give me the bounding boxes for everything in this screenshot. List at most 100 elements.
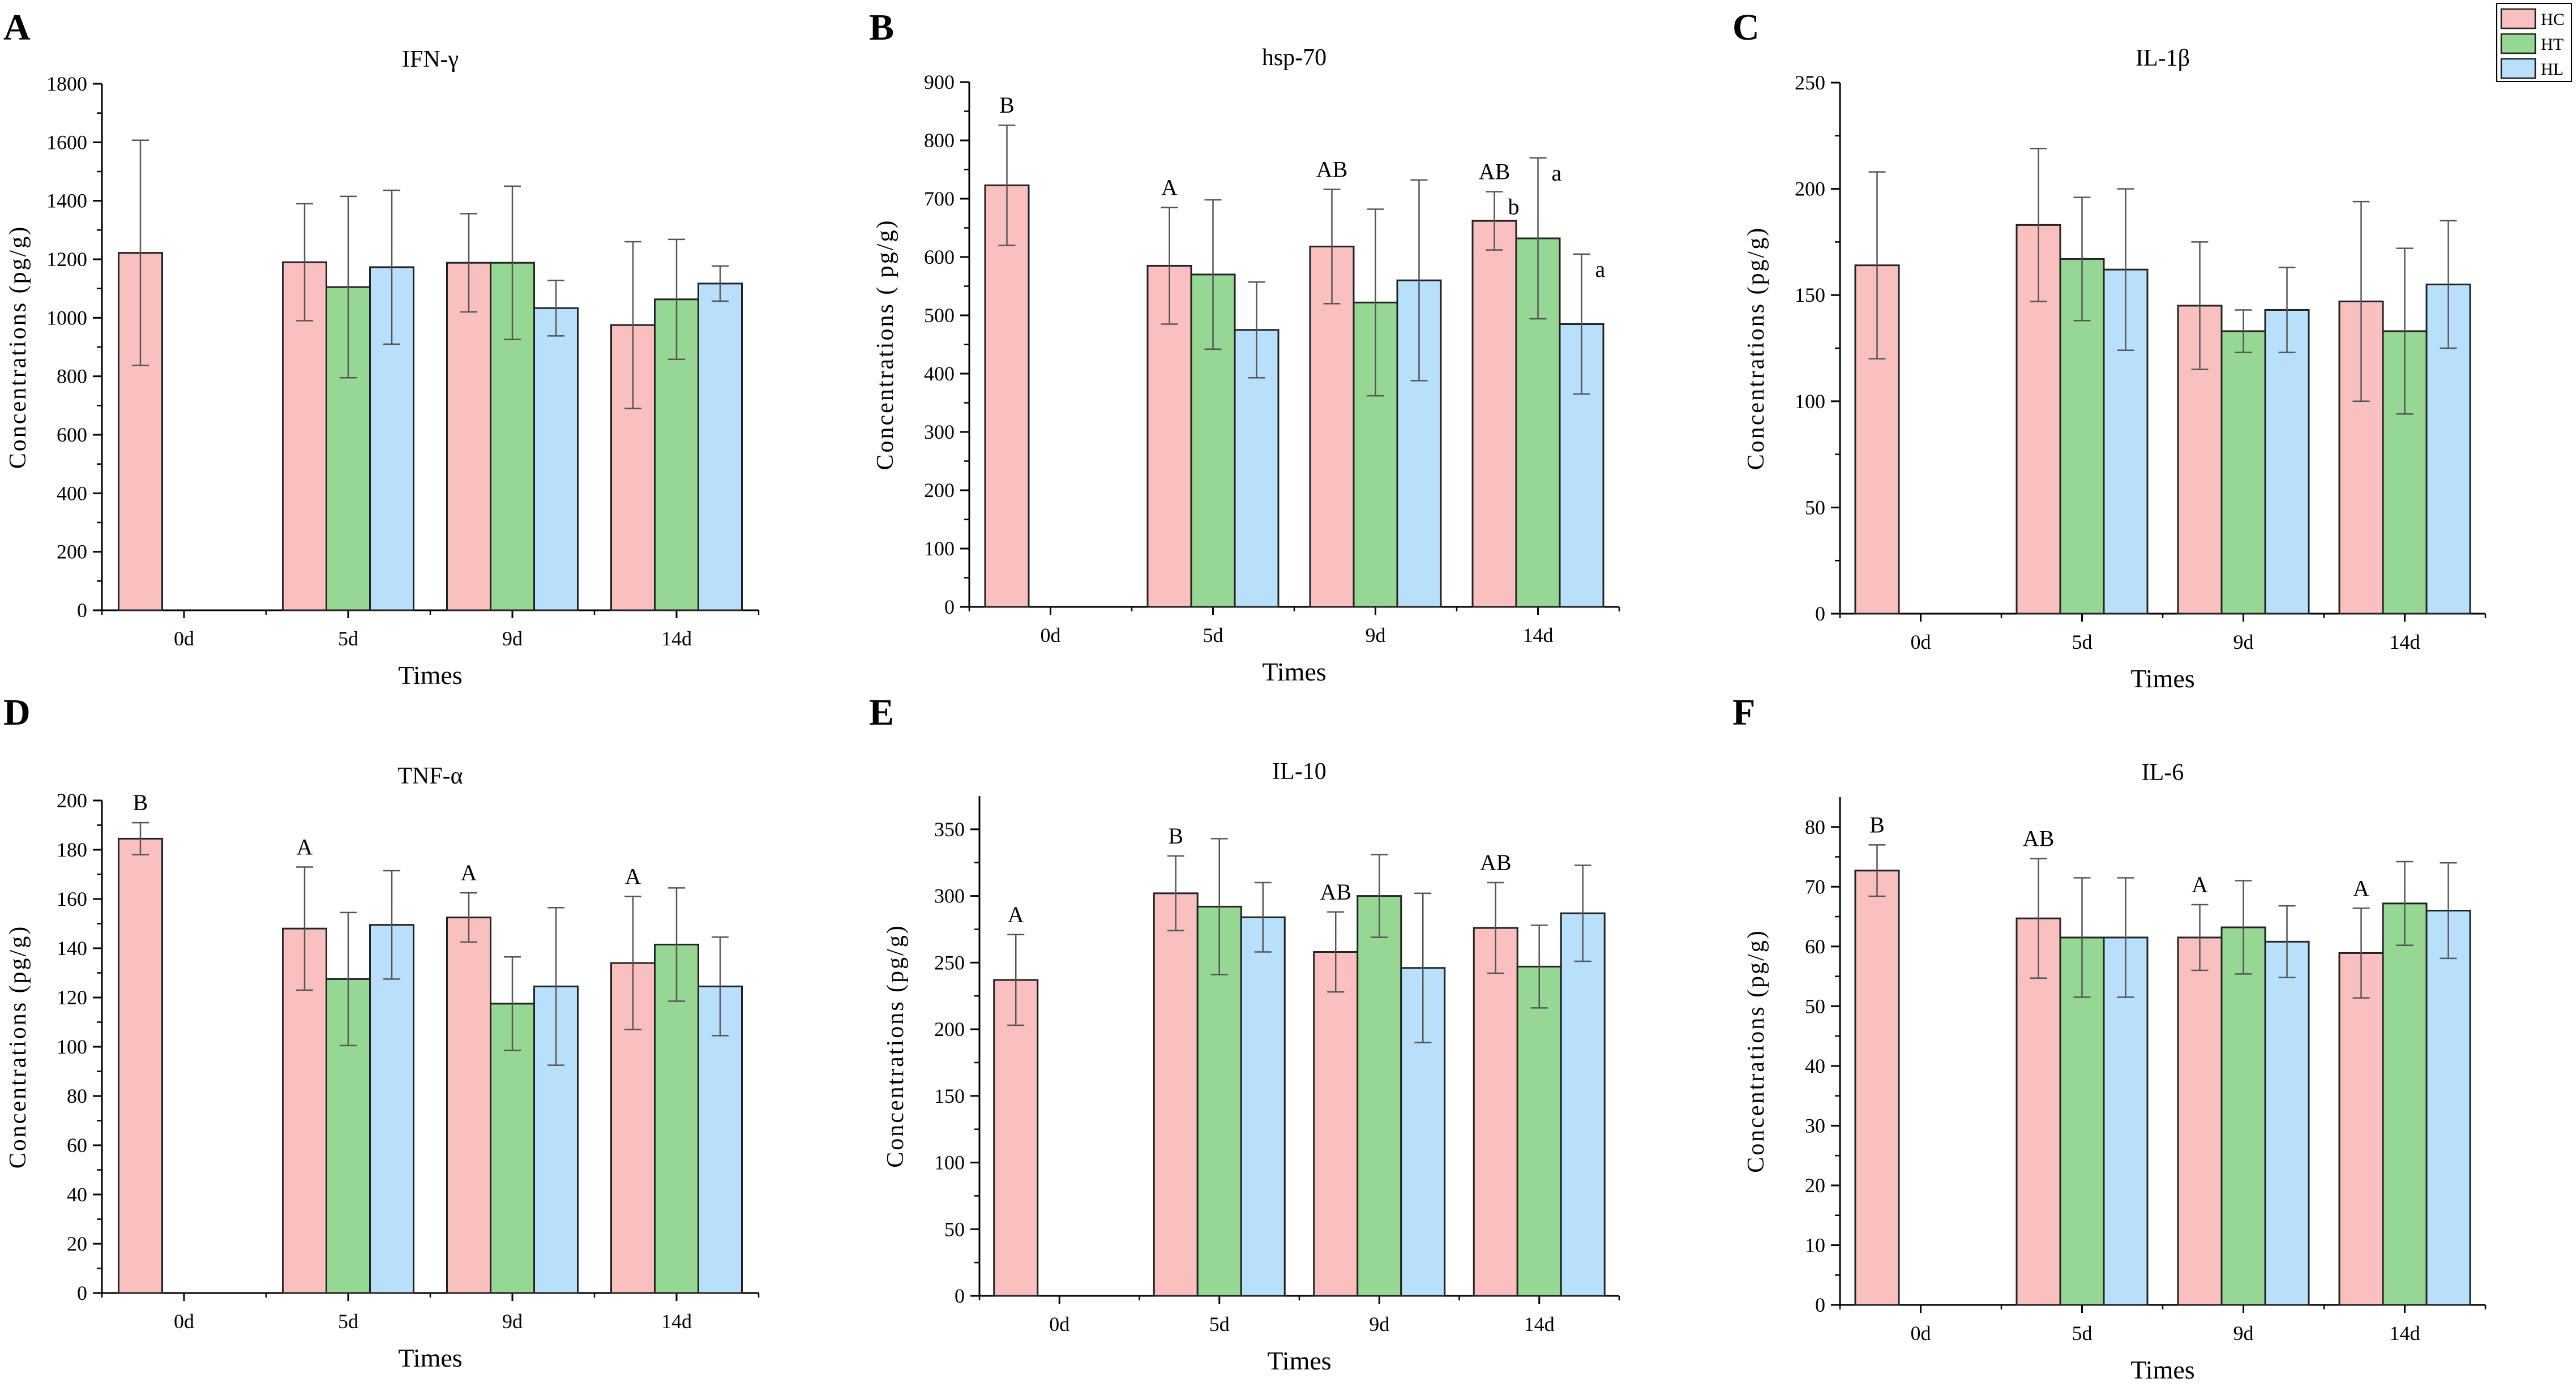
x-tick-label: 14d (1524, 1313, 1555, 1335)
x-tick-label: 0d (1049, 1313, 1069, 1335)
significance-label: AB (1320, 879, 1351, 905)
y-tick-label: 250 (934, 951, 965, 974)
legend-label-hc: HC (2541, 10, 2565, 29)
significance-label: a (1595, 256, 1606, 282)
bar-hl-5d (1240, 916, 1286, 1297)
bar-ht-5d (1190, 273, 1236, 608)
y-tick-label: 0 (77, 599, 87, 622)
y-tick-label: 600 (924, 246, 955, 268)
x-axis-label: Times (398, 661, 462, 690)
y-tick-label: 80 (1805, 816, 1825, 838)
x-tick-label: 14d (2390, 631, 2420, 653)
y-tick-label: 300 (924, 421, 955, 443)
panel-a: A 0 200 400 600 800 1000 1200 1400 1600 1800 0d 5d 9d… (3, 7, 760, 690)
bar-ht-9d (490, 1003, 535, 1294)
significance-label: A (297, 834, 313, 859)
y-tick-label: 700 (924, 187, 955, 210)
panel-letter: A (3, 7, 31, 48)
y-tick-label: 100 (924, 537, 955, 560)
x-tick-label: 9d (502, 1310, 523, 1333)
y-tick-label: 400 (57, 482, 87, 504)
x-tick-label: 5d (338, 1310, 358, 1333)
y-tick-label: 200 (1795, 178, 1825, 200)
bar-ht-9d (2220, 330, 2266, 615)
bar-hl-14d (1560, 912, 1606, 1297)
bar-hl-5d (2103, 936, 2149, 1306)
significance-label: A (2192, 872, 2208, 897)
significance-label: AB (1479, 159, 1510, 185)
significance-label: B (1168, 823, 1183, 849)
significance-label: B (133, 790, 148, 815)
y-tick-label: 100 (1795, 390, 1825, 413)
x-tick-label: 0d (174, 1310, 194, 1333)
bar-ht-9d (1357, 895, 1402, 1297)
chart-title: IL-10 (1272, 759, 1326, 785)
bar-hl-9d (2264, 940, 2310, 1306)
x-tick-label: 9d (2233, 1322, 2254, 1345)
y-tick-label: 0 (944, 596, 955, 618)
panel-c: C 0 50 100 150 200 250 0d 5d 9d 14d IL-1β Times Conce… (1732, 7, 2487, 693)
x-tick-label: 5d (1209, 1313, 1230, 1335)
bar-hc-0d (984, 184, 1030, 608)
y-tick-label: 0 (955, 1285, 965, 1307)
y-tick-label: 70 (1805, 875, 1825, 898)
x-tick-label: 5d (338, 627, 358, 650)
significance-label: A (625, 864, 641, 889)
y-tick-label: 0 (1815, 1294, 1825, 1316)
y-tick-label: 0 (77, 1282, 87, 1304)
bar-hc-0d (993, 979, 1039, 1297)
y-tick-label: 50 (1805, 496, 1825, 519)
chart-title: TNF-α (397, 763, 463, 789)
y-axis-label: Concentrations (pg/g) (5, 225, 31, 469)
x-tick-label: 14d (1523, 624, 1554, 647)
panel-letter: F (1732, 692, 1755, 733)
significance-label: b (1508, 194, 1520, 220)
bar-hc-9d (446, 262, 491, 611)
bar-hc-14d (610, 324, 656, 611)
y-tick-label: 300 (934, 885, 965, 907)
y-tick-label: 800 (57, 365, 87, 388)
x-tick-label: 0d (1911, 1322, 1931, 1345)
y-tick-label: 30 (1805, 1114, 1825, 1137)
y-tick-label: 800 (924, 129, 955, 152)
panel-d: D 0 20 40 60 80 100 120 140 160 180 200 0d 5d 9d 14d TNF… (3, 692, 760, 1372)
y-tick-label: 50 (1805, 995, 1825, 1017)
y-tick-label: 40 (67, 1183, 87, 1206)
y-tick-label: 400 (924, 362, 955, 385)
y-tick-label: 600 (57, 423, 87, 446)
y-tick-label: 50 (944, 1218, 965, 1240)
y-tick-label: 120 (57, 986, 87, 1009)
significance-label: B (999, 92, 1015, 118)
x-axis-label: Times (2130, 1355, 2194, 1384)
bar-hc-9d (446, 917, 491, 1294)
y-tick-label: 160 (57, 888, 87, 910)
bar-hc-14d (2338, 952, 2384, 1306)
y-tick-label: 180 (57, 838, 87, 861)
significance-label: A (2353, 875, 2369, 901)
chart-title: IL-6 (2142, 760, 2184, 786)
chart-title: IL-1β (2136, 45, 2190, 71)
y-tick-label: 200 (57, 541, 87, 563)
panel-letter: E (869, 692, 894, 733)
x-tick-label: 9d (1366, 624, 1386, 647)
y-axis-label: Concentrations (pg/g) (1743, 226, 1769, 470)
x-tick-label: 9d (1369, 1313, 1389, 1335)
panel-b: B 0 100 200 300 400 500 600 700 800 900 0d 5d 9d 14d hs… (869, 7, 1620, 686)
y-axis-label: Concentrations (pg/g) (1743, 929, 1769, 1172)
legend-label-ht: HT (2541, 35, 2564, 54)
bar-hl-14d (698, 282, 743, 611)
significance-label: a (1552, 160, 1562, 186)
y-tick-label: 20 (1805, 1174, 1825, 1197)
panel-letter: C (1732, 7, 1760, 48)
y-tick-label: 1800 (46, 72, 87, 95)
bar-hc-14d (1473, 927, 1518, 1297)
x-axis-label: Times (2130, 664, 2194, 693)
significance-label: AB (1316, 157, 1348, 182)
bar-hc-14d (1471, 220, 1517, 608)
significance-label: AB (1480, 850, 1512, 875)
y-tick-label: 10 (1805, 1234, 1825, 1256)
panel-letter: D (3, 692, 31, 733)
panel-e: E 0 50 100 150 200 250 300 350 0d 5d 9d 14d IL-10 Time… (869, 692, 1620, 1375)
y-tick-label: 80 (67, 1085, 87, 1107)
legend: HC HT HL (2496, 3, 2572, 82)
